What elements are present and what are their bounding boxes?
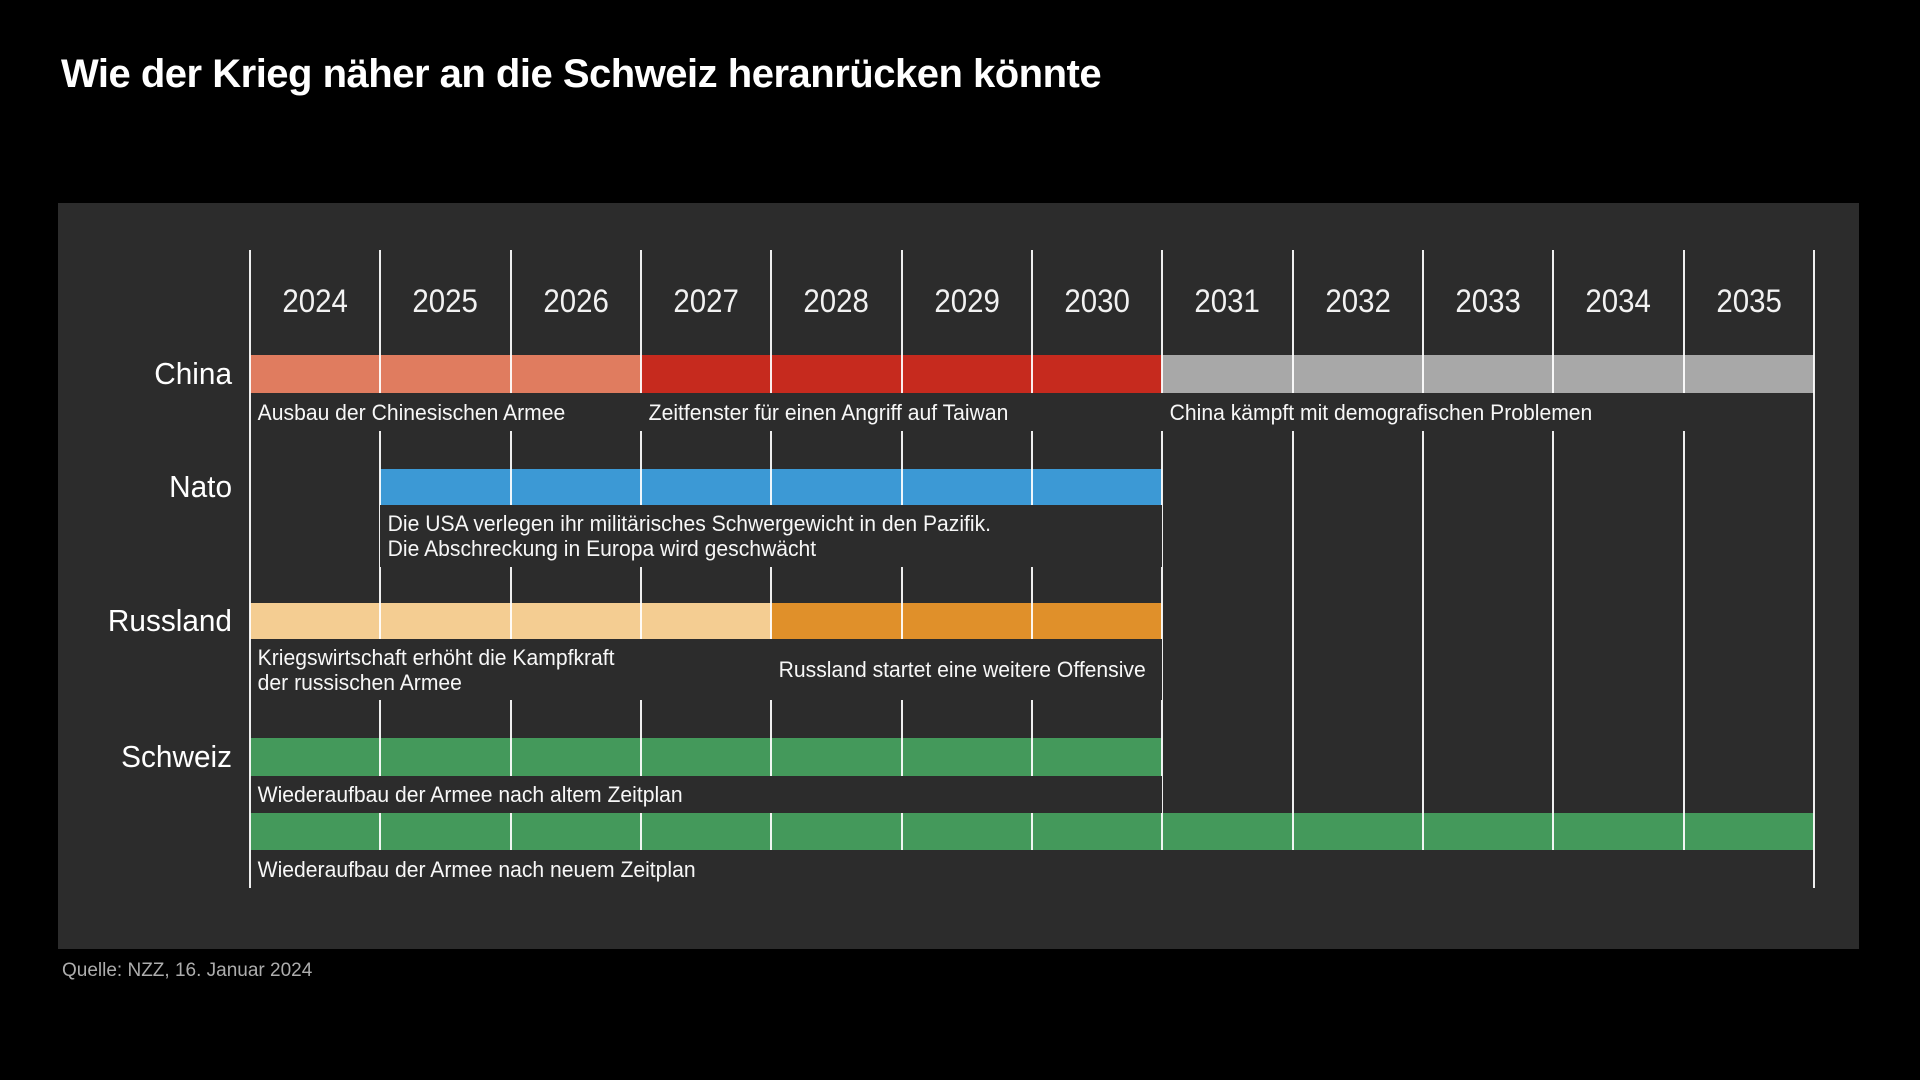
- year-label-2026: 2026: [543, 283, 609, 319]
- year-gridline: [509, 250, 512, 888]
- annotation-label: Wiederaufbau der Armee nach altem Zeitpl…: [257, 782, 683, 807]
- annotation-label: Wiederaufbau der Armee nach neuem Zeitpl…: [257, 856, 696, 882]
- row-label-russland: Russland: [107, 603, 232, 638]
- annotation-label: Russland startet eine weitere Offensive: [779, 657, 1147, 682]
- annotation-band: Zeitfenster für einen Angriff auf Taiwan: [641, 393, 1163, 431]
- year-label-2029: 2029: [934, 283, 1000, 319]
- year-label-2025: 2025: [412, 283, 479, 319]
- annotation-label: China kämpft mit demografischen Probleme…: [1170, 399, 1593, 425]
- timeline-bar-china: [250, 355, 641, 393]
- timeline-bar-china: [1162, 355, 1814, 393]
- annotation-label: Ausbau der Chinesischen Armee: [257, 399, 566, 425]
- annotation-band: Russland startet eine weitere Offensive: [771, 639, 1163, 700]
- year-gridline: [1682, 250, 1685, 888]
- year-label-2033: 2033: [1455, 283, 1521, 319]
- year-label-2030: 2030: [1064, 283, 1130, 319]
- year-gridline: [770, 250, 773, 888]
- year-label-2027: 2027: [673, 283, 739, 319]
- annotation-band: Wiederaufbau der Armee nach altem Zeitpl…: [250, 776, 1163, 813]
- timeline-bar-schweiz: [250, 738, 1163, 776]
- year-label-2034: 2034: [1585, 283, 1652, 319]
- timeline-bar-russland: [771, 603, 1163, 639]
- row-label-china: China: [154, 356, 232, 391]
- year-gridline: [900, 250, 903, 888]
- year-gridline: [1161, 250, 1164, 888]
- year-gridline: [379, 250, 382, 888]
- source-caption: Quelle: NZZ, 16. Januar 2024: [62, 960, 313, 981]
- annotation-label: Zeitfenster für einen Angriff auf Taiwan: [648, 399, 1009, 425]
- row-label-nato: Nato: [169, 469, 232, 504]
- annotation-label: Die USA verlegen ihr militärisches Schwe…: [388, 511, 992, 561]
- year-gridline: [1291, 250, 1294, 888]
- annotation-band: Ausbau der Chinesischen Armee: [250, 393, 641, 431]
- annotation-band: Kriegswirtschaft erhöht die Kampfkraft d…: [250, 639, 772, 700]
- chart-edge-line: [1813, 250, 1815, 888]
- year-label-2035: 2035: [1716, 283, 1782, 319]
- year-gridline: [640, 250, 642, 888]
- row-label-schweiz: Schweiz: [121, 739, 232, 774]
- year-gridline: [1552, 250, 1555, 888]
- annotation-band: China kämpft mit demografischen Probleme…: [1162, 393, 1814, 431]
- year-label-2031: 2031: [1194, 283, 1261, 319]
- annotation-band: Wiederaufbau der Armee nach neuem Zeitpl…: [250, 850, 1814, 888]
- year-label-2028: 2028: [803, 283, 870, 319]
- year-gridline: [1422, 250, 1424, 888]
- year-label-2024: 2024: [282, 283, 348, 319]
- year-label-2032: 2032: [1325, 283, 1391, 319]
- chart-edge-line: [249, 250, 251, 888]
- year-gridline: [1031, 250, 1033, 888]
- chart-title: Wie der Krieg näher an die Schweiz heran…: [61, 52, 1102, 96]
- annotation-label: Kriegswirtschaft erhöht die Kampfkraft d…: [257, 644, 615, 695]
- annotation-band: Die USA verlegen ihr militärisches Schwe…: [380, 505, 1163, 567]
